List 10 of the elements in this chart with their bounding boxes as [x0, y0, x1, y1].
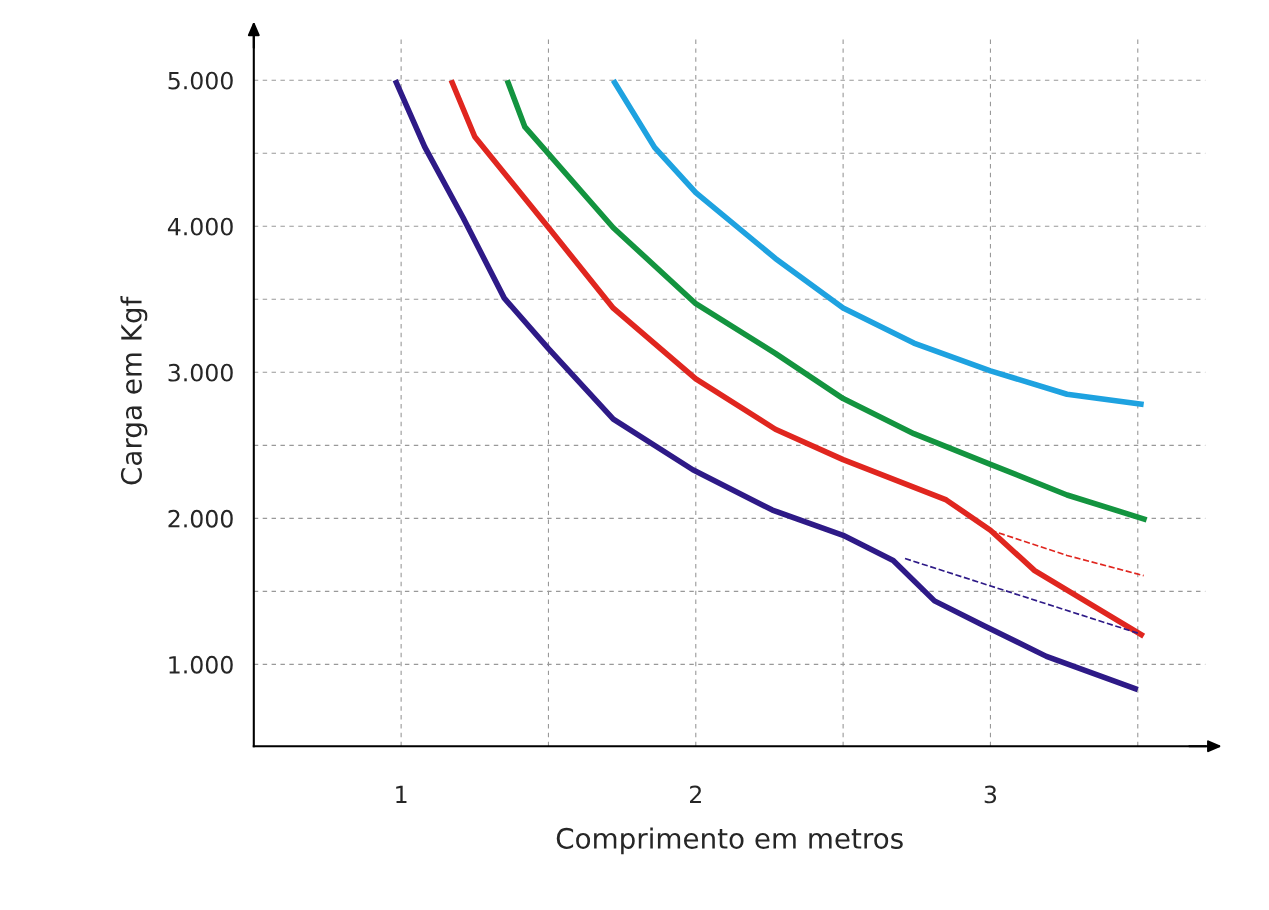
- x-axis-title: Comprimento em metros: [556, 827, 903, 855]
- x-tick-label: 3: [984, 785, 997, 804]
- y-tick-label: 4.000: [167, 217, 233, 236]
- y-tick-label: 3.000: [168, 363, 233, 382]
- y-tick-label: 2.000: [168, 509, 233, 528]
- x-tick-label: 1: [396, 785, 407, 804]
- y-tick-label: 5.000: [168, 71, 233, 90]
- x-tick-label: 2: [690, 785, 701, 804]
- y-axis-title: Carga em Kgf: [120, 296, 148, 485]
- y-tick-label: 1.000: [169, 655, 233, 674]
